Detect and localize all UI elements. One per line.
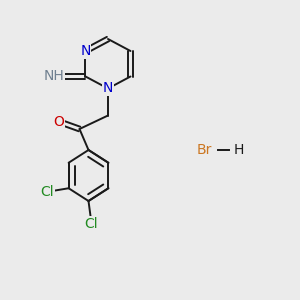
Text: Cl: Cl <box>85 217 98 230</box>
Text: N: N <box>103 82 113 95</box>
Text: O: O <box>53 115 64 128</box>
Text: Cl: Cl <box>40 185 54 199</box>
Text: H: H <box>233 143 244 157</box>
Text: NH: NH <box>44 70 64 83</box>
Text: N: N <box>80 44 91 58</box>
Text: Br: Br <box>196 143 212 157</box>
